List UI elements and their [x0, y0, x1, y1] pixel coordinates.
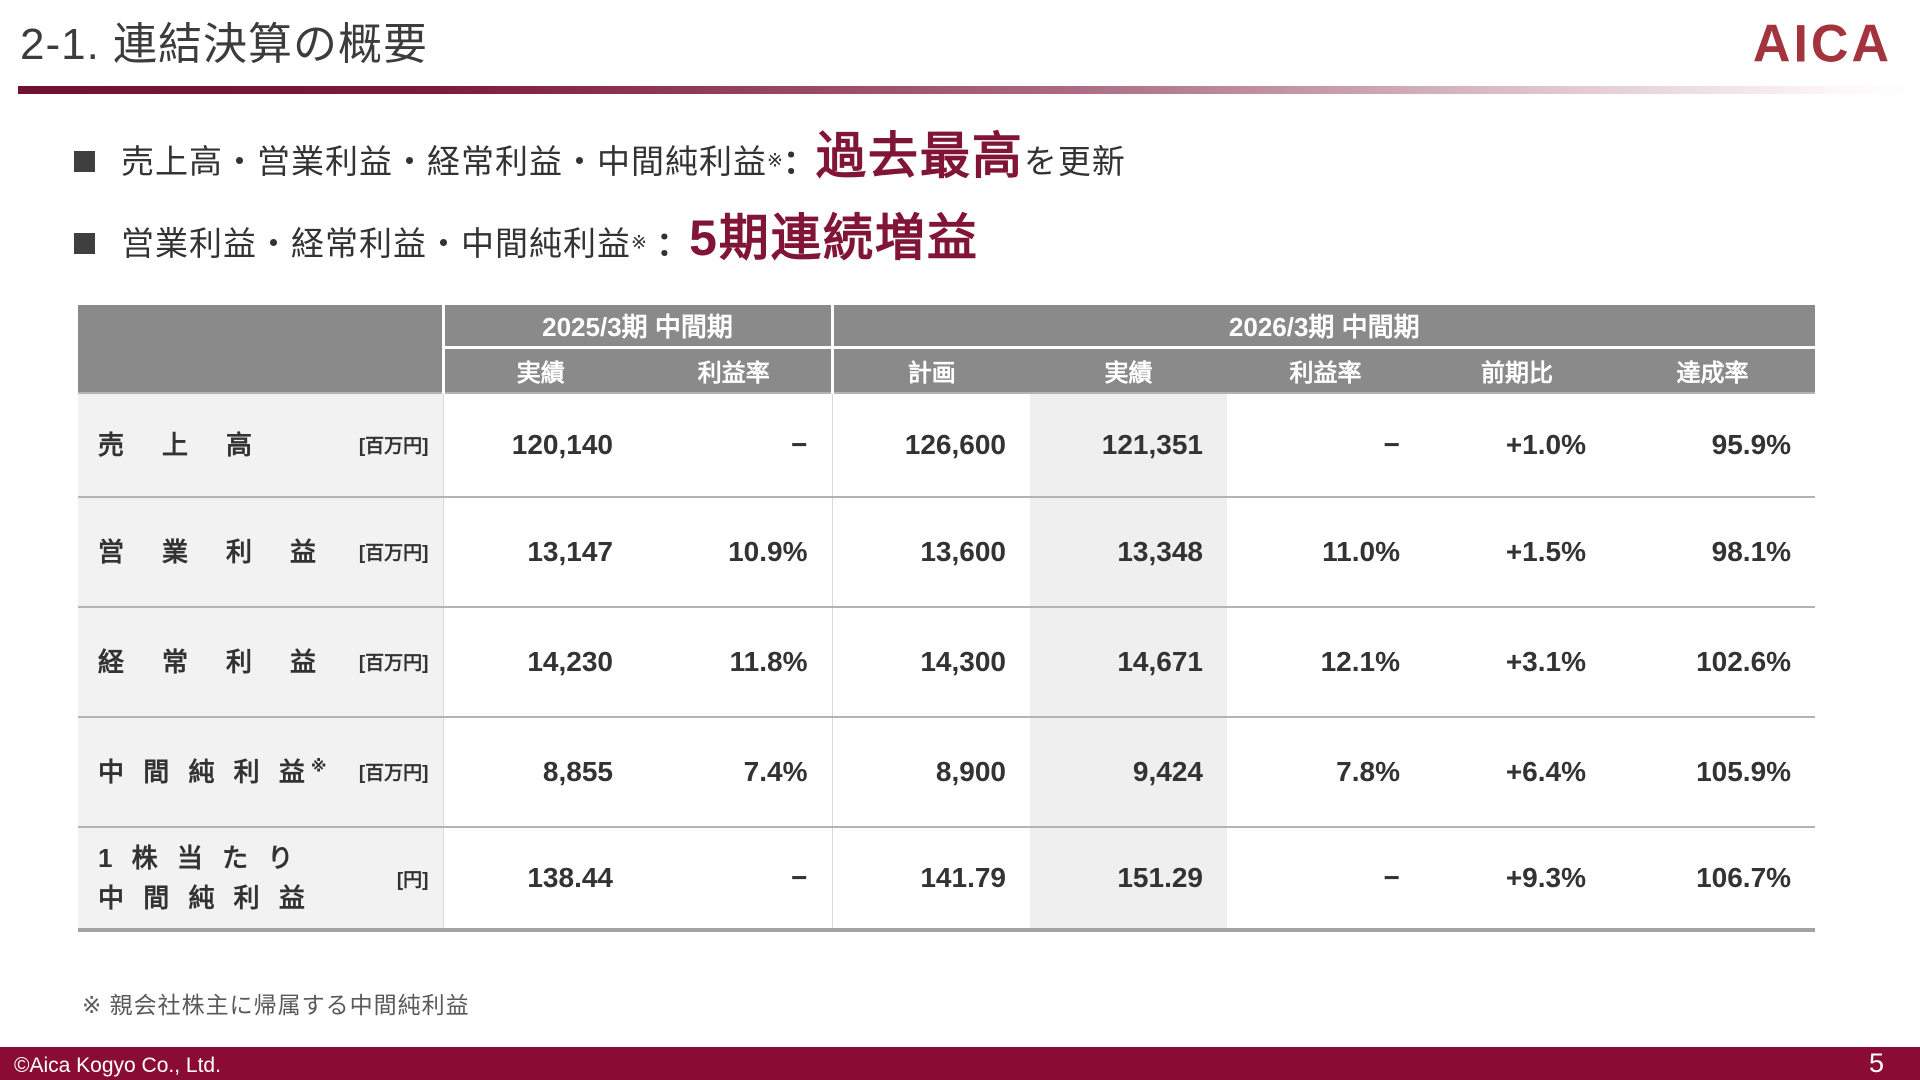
row-unit: [円] — [396, 869, 429, 891]
bullet-lead: 営業利益・経常利益・中間純利益 — [121, 225, 631, 262]
column-header-margin: 利益率 — [1227, 347, 1424, 393]
value-cell: +1.5% — [1424, 496, 1610, 607]
bullet-square-icon — [74, 233, 95, 254]
row-label: 売 上 高 — [98, 429, 259, 460]
bullet-record-high: 売上高・営業利益・経常利益・中間純利益※：過去最高を更新 — [74, 116, 1126, 198]
value-cell: − — [1227, 826, 1424, 932]
value-cell: 11.0% — [1227, 496, 1424, 607]
header-group-fy2026: 2026/3期 中間期 — [830, 305, 1816, 349]
copyright-text: ©Aica Kogyo Co., Ltd. — [14, 1054, 221, 1077]
column-header-actual: 実績 — [1030, 347, 1227, 393]
value-cell: 141.79 — [832, 826, 1030, 932]
value-cell: 13,348 — [1030, 496, 1227, 607]
value-cell: +3.1% — [1424, 606, 1610, 717]
row-unit: [百万円] — [358, 763, 429, 785]
row-unit: [百万円] — [358, 543, 429, 565]
value-cell: 8,900 — [832, 716, 1030, 827]
bullet-colon: ： — [782, 143, 816, 180]
table-row-interim-net-income: 中 間 純 利 益※ [百万円] 8,855 7.4% 8,900 9,424 7… — [78, 716, 1816, 827]
bullet-consecutive-growth: 営業利益・経常利益・中間純利益※ ：5期連続増益 — [74, 198, 1126, 280]
row-label-cell: 1 株 当 た り 中 間 純 利 益 [円] — [78, 826, 444, 932]
row-label-cell: 経 常 利 益 [百万円] — [78, 606, 444, 717]
value-cell: 9,424 — [1030, 716, 1227, 827]
value-cell: − — [1227, 392, 1424, 497]
row-label: 中 間 純 利 益※ — [98, 756, 327, 787]
bullet-emphasis: 過去最高 — [815, 128, 1024, 184]
table-row-net-sales: 売 上 高 [百万円] 120,140 − 126,600 121,351 − +… — [78, 392, 1816, 497]
value-cell: 121,351 — [1030, 392, 1227, 497]
value-cell: 10.9% — [637, 496, 833, 607]
page-number: 5 — [1868, 1048, 1884, 1078]
page-title: 2-1. 連結決算の概要 — [20, 20, 429, 69]
header-group-fy2025: 2025/3期 中間期 — [441, 305, 832, 349]
value-cell: 14,671 — [1030, 606, 1227, 717]
row-unit: [百万円] — [358, 653, 429, 675]
value-cell: − — [637, 826, 833, 932]
value-cell: 14,230 — [443, 606, 637, 717]
footnote-marker: ※ — [767, 150, 783, 172]
column-header-2025-margin: 利益率 — [637, 347, 832, 393]
bullet-square-icon — [74, 151, 95, 172]
value-cell: 7.4% — [637, 716, 833, 827]
header-group-row: 2025/3期 中間期 2026/3期 中間期 — [78, 305, 1816, 393]
row-label-cell: 営 業 利 益 [百万円] — [78, 496, 444, 607]
value-cell: 11.8% — [637, 606, 833, 717]
header-sub-row: 実績 利益率 計画 実績 利益率 前期比 達成率 — [78, 347, 1816, 393]
value-cell: 13,147 — [443, 496, 637, 607]
bullet-colon: ： — [646, 225, 690, 262]
row-label-cell: 中 間 純 利 益※ [百万円] — [78, 716, 444, 827]
column-header-2025-actual: 実績 — [441, 347, 637, 393]
value-cell: − — [637, 392, 833, 497]
value-cell: 126,600 — [832, 392, 1030, 497]
value-cell: 151.29 — [1030, 826, 1227, 932]
footer-bar: ©Aica Kogyo Co., Ltd. 5 — [0, 1047, 1920, 1080]
table-row-ordinary-income: 経 常 利 益 [百万円] 14,230 11.8% 14,300 14,671 … — [78, 606, 1816, 717]
row-label-cell: 売 上 高 [百万円] — [78, 392, 444, 497]
value-cell: 8,855 — [443, 716, 637, 827]
value-cell: 14,300 — [832, 606, 1030, 717]
value-cell: 120,140 — [443, 392, 637, 497]
footnote-marker: ※ — [310, 758, 327, 776]
value-cell: +6.4% — [1424, 716, 1610, 827]
value-cell: +1.0% — [1424, 392, 1610, 497]
value-cell: 95.9% — [1610, 392, 1816, 497]
row-label: 営 業 利 益 — [98, 536, 323, 567]
bullet-lead: 売上高・営業利益・経常利益・中間純利益 — [121, 143, 767, 180]
value-cell: 106.7% — [1610, 826, 1816, 932]
column-header-yoy: 前期比 — [1424, 347, 1610, 393]
bullet-text: 売上高・営業利益・経常利益・中間純利益※：過去最高を更新 — [121, 116, 1126, 188]
header-corner-cell — [78, 305, 443, 393]
value-cell: 13,600 — [832, 496, 1030, 607]
table-row-eps: 1 株 当 た り 中 間 純 利 益 [円] 138.44 − 141.79 1… — [78, 826, 1816, 932]
value-cell: 12.1% — [1227, 606, 1424, 717]
value-cell: 98.1% — [1610, 496, 1816, 607]
value-cell: 7.8% — [1227, 716, 1424, 827]
bullet-text: 営業利益・経常利益・中間純利益※ ：5期連続増益 — [121, 198, 979, 270]
value-cell: 105.9% — [1610, 716, 1816, 827]
key-points: 売上高・営業利益・経常利益・中間純利益※：過去最高を更新 営業利益・経常利益・中… — [74, 116, 1126, 280]
table-row-operating-income: 営 業 利 益 [百万円] 13,147 10.9% 13,600 13,348 … — [78, 496, 1816, 607]
footnote-marker: ※ — [631, 232, 647, 254]
value-cell: +9.3% — [1424, 826, 1610, 932]
bullet-emphasis: 5期連続増益 — [689, 210, 979, 266]
row-label: 1 株 当 た り 中 間 純 利 益 — [98, 842, 311, 913]
aica-logo: AICA — [1752, 14, 1892, 74]
column-header-achievement: 達成率 — [1610, 347, 1816, 393]
value-cell: 138.44 — [443, 826, 637, 932]
title-underline-rule — [18, 86, 1920, 94]
footnote: ※ 親会社株主に帰属する中間純利益 — [82, 992, 470, 1018]
row-label: 経 常 利 益 — [98, 646, 323, 677]
financial-summary-table: 2025/3期 中間期 2026/3期 中間期 実績 利益率 計画 実績 利益率… — [78, 305, 1816, 932]
bullet-tail: を更新 — [1023, 143, 1126, 180]
value-cell: 102.6% — [1610, 606, 1816, 717]
column-header-plan: 計画 — [830, 347, 1030, 393]
row-unit: [百万円] — [358, 436, 429, 458]
